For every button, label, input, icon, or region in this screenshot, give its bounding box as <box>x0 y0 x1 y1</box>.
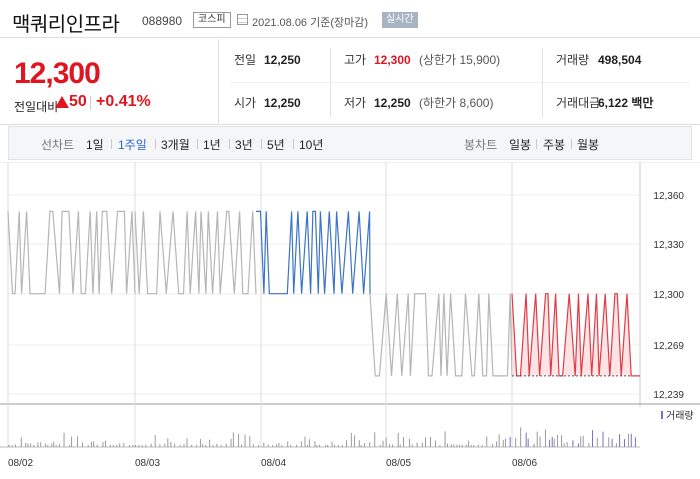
low-value: 12,250 <box>374 96 411 110</box>
tab-1week[interactable]: 1주일 <box>118 138 147 152</box>
divider <box>571 139 572 149</box>
stock-name[interactable]: 맥쿼리인프라 <box>12 14 120 36</box>
open-price: 시가 12,250 <box>220 82 330 125</box>
volume-legend-label: 거래량 <box>666 410 694 422</box>
divider <box>293 139 294 149</box>
prev-close-value: 12,250 <box>264 53 301 67</box>
high-price: 고가 12,300 (상한가 15,900) <box>330 39 540 82</box>
tab-3year[interactable]: 3년 <box>235 138 253 152</box>
tab-10year[interactable]: 10년 <box>299 138 324 152</box>
trade-amount: 거래대금 6,122 백만 <box>542 82 700 125</box>
upper-limit: (상한가 15,900) <box>419 53 501 67</box>
tab-3month[interactable]: 3개월 <box>161 138 190 152</box>
calendar-icon <box>237 14 248 25</box>
price-summary: 12,300 전일대비 50 +0.41% <box>0 39 219 125</box>
divider <box>542 48 543 118</box>
divider <box>197 139 198 149</box>
line-chart-title: 선차트 <box>41 138 75 152</box>
realtime-button[interactable]: 실시간 <box>382 12 418 28</box>
series-line-08-06 <box>511 293 640 377</box>
series-line-08-05 <box>369 293 513 377</box>
price-chart[interactable]: 12,360 12,330 12,300 12,269 12,239 08/02 08/03… <box>0 162 700 479</box>
series-line-08-02 <box>7 210 136 295</box>
tab-monthly-candle[interactable]: 월봉 <box>577 138 600 152</box>
high-value: 12,300 <box>374 53 411 67</box>
tab-5year[interactable]: 5년 <box>267 138 285 152</box>
tab-1day[interactable]: 1일 <box>86 138 104 152</box>
volume-legend-swatch <box>661 411 663 419</box>
lower-limit: (하한가 8,600) <box>419 96 494 110</box>
prev-close-label: 전일 <box>234 53 257 67</box>
divider <box>230 82 690 83</box>
divider <box>229 139 230 149</box>
divider <box>536 139 537 149</box>
price-info-grid: 전일 12,250 고가 12,300 (상한가 15,900) 거래량 498… <box>220 39 700 125</box>
divider <box>111 139 112 149</box>
y-tick-label: 12,330 <box>653 240 684 251</box>
divider <box>261 139 262 149</box>
base-date: 2021.08.06 기준(장마감) <box>252 17 369 29</box>
candle-chart-title: 봉차트 <box>464 138 498 152</box>
market-badge: 코스피 <box>193 12 231 28</box>
series-line-08-03 <box>134 210 257 295</box>
y-tick-label: 12,269 <box>653 341 684 352</box>
change-percent: +0.41% <box>96 93 151 110</box>
x-tick-label: 08/06 <box>512 458 537 469</box>
divider <box>330 48 331 118</box>
x-tick-label: 08/03 <box>135 458 160 469</box>
prev-close: 전일 12,250 <box>220 39 330 82</box>
change-label: 전일대비 <box>14 100 59 114</box>
y-tick-label: 12,239 <box>653 390 684 401</box>
open-label: 시가 <box>234 96 257 110</box>
low-label: 저가 <box>344 96 367 110</box>
high-label: 고가 <box>344 53 367 67</box>
amount-value: 6,122 백만 <box>598 96 654 110</box>
series-area-08-06 <box>512 293 640 376</box>
stock-code: 088980 <box>142 14 183 28</box>
up-triangle-icon <box>55 96 69 108</box>
low-price: 저가 12,250 (하한가 8,600) <box>330 82 540 125</box>
volume: 거래량 498,504 <box>542 39 700 82</box>
x-tick-label: 08/05 <box>386 458 411 469</box>
line-chart-svg: 12,360 12,330 12,300 12,269 12,239 08/02 08/03… <box>0 162 700 469</box>
tab-weekly-candle[interactable]: 주봉 <box>543 138 566 152</box>
tab-1year[interactable]: 1년 <box>203 138 221 152</box>
tab-daily-candle[interactable]: 일봉 <box>509 138 532 152</box>
series-line-08-04 <box>256 210 371 295</box>
chart-period-tabs: 선차트 1일 1주일 3개월 1년 3년 5년 10년 봉차트 일봉 주봉 월봉 <box>8 126 692 160</box>
volume-label: 거래량 <box>556 53 590 67</box>
amount-label: 거래대금 <box>556 96 601 110</box>
x-tick-label: 08/04 <box>261 458 286 469</box>
divider <box>90 96 91 110</box>
y-tick-label: 12,360 <box>653 191 684 202</box>
stock-header: 맥쿼리인프라 088980 코스피 2021.08.06 기준(장마감) 실시간 <box>0 0 700 38</box>
divider <box>155 139 156 149</box>
change-value: 50 <box>69 93 87 110</box>
x-tick-label: 08/02 <box>8 458 33 469</box>
y-tick-label: 12,300 <box>653 290 684 301</box>
volume-value: 498,504 <box>598 53 642 67</box>
open-value: 12,250 <box>264 96 301 110</box>
current-price: 12,300 <box>14 57 101 90</box>
